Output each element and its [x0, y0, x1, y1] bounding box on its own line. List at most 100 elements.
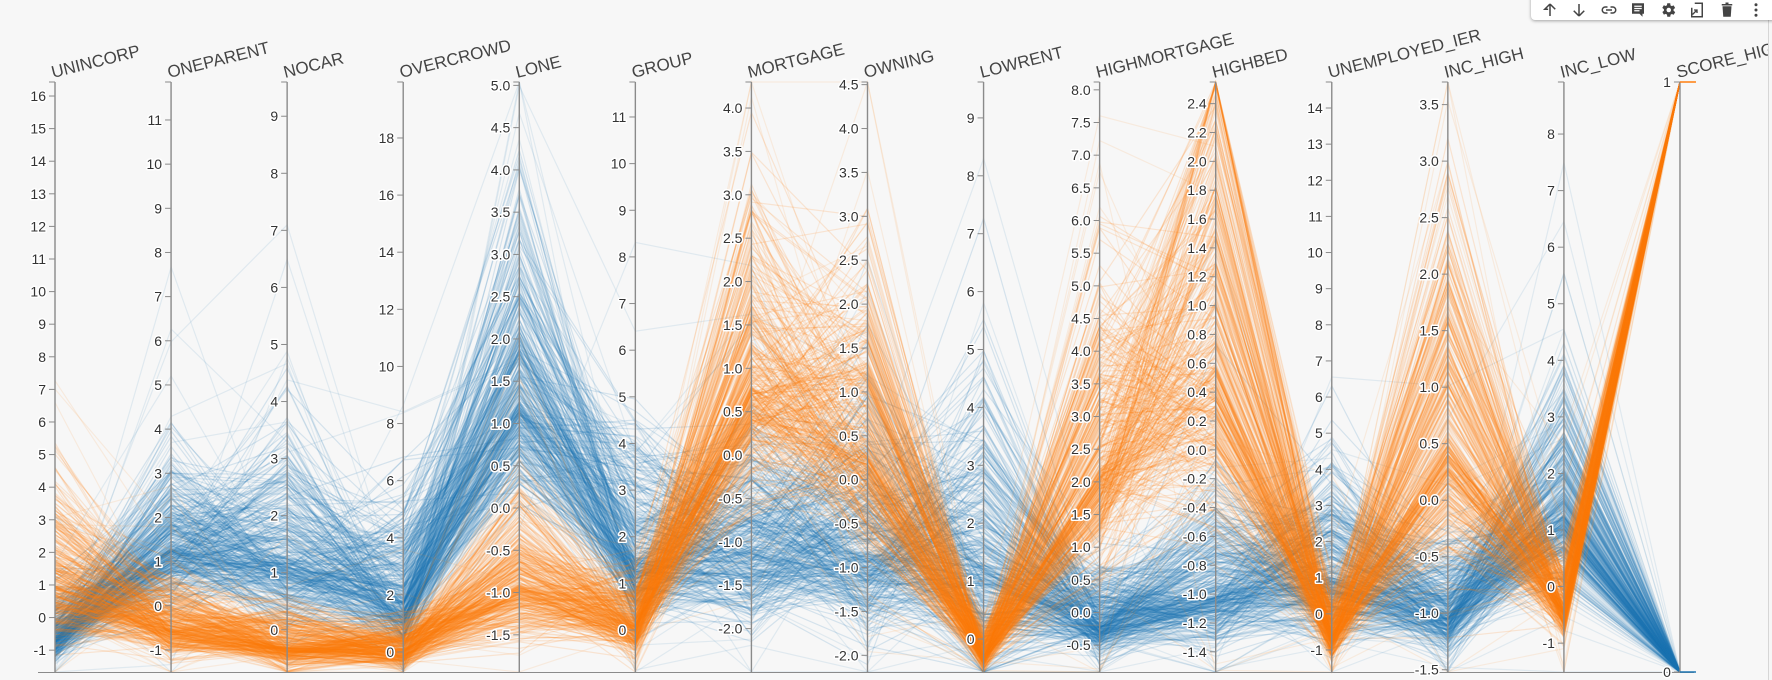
tick-label: 0.0: [839, 472, 859, 488]
tick-label: 0.4: [1187, 384, 1207, 400]
tick-label: 1: [1315, 570, 1323, 586]
tick-label: 4.0: [1071, 343, 1091, 359]
tick-label: 1.2: [1187, 269, 1207, 285]
tick-label: 0.0: [1071, 605, 1091, 621]
tick-label: 6: [1315, 389, 1323, 405]
tick-label: -1.5: [1415, 662, 1439, 678]
tick-label: 16: [30, 88, 46, 104]
move-down-button[interactable]: [1567, 0, 1591, 20]
tick-label: 3: [270, 451, 278, 467]
axis-title[interactable]: LOWRENT: [978, 43, 1065, 82]
tick-label: 2: [38, 544, 46, 560]
settings-button[interactable]: [1656, 0, 1680, 20]
tick-label: 0.0: [1187, 442, 1207, 458]
tick-label: 3.0: [1419, 153, 1439, 169]
axis-title[interactable]: OVERCROWD: [398, 36, 513, 82]
tick-label: 0: [270, 622, 278, 638]
tick-label: 1.6: [1187, 211, 1207, 227]
axis-title[interactable]: GROUP: [630, 48, 695, 82]
tick-label: 5: [619, 389, 627, 405]
tick-label: 5: [38, 447, 46, 463]
tick-label: 12: [1307, 172, 1323, 188]
export-button[interactable]: [1685, 0, 1709, 20]
tick-label: 7: [38, 381, 46, 397]
tick-label: 7: [619, 296, 627, 312]
tick-label: 2.4: [1187, 96, 1207, 112]
axis-title[interactable]: ONEPARENT: [165, 38, 271, 82]
tick-label: 4: [967, 399, 975, 415]
axis-highbed[interactable]: -1.4 -1.2 -1.0 -0.8 -0.6 -0.4 -0.2 0.0 0.2 0.4 0.6…: [1181, 45, 1290, 672]
tick-label: 2.0: [491, 331, 511, 347]
tick-label: 2: [386, 587, 394, 603]
tick-label: 0: [619, 622, 627, 638]
tick-label: 0.5: [491, 458, 511, 474]
tick-label: 3: [619, 482, 627, 498]
tick-label: 9: [38, 316, 46, 332]
axis-title[interactable]: SCORE_HIGH: [1674, 36, 1768, 82]
tick-label: 6: [1547, 239, 1555, 255]
tick-label: 5: [154, 377, 162, 393]
more-options-button[interactable]: [1744, 0, 1768, 20]
polyline-layer: [54, 79, 1681, 675]
move-up-button[interactable]: [1538, 0, 1562, 20]
tick-label: -2.0: [718, 621, 742, 637]
axis-title[interactable]: UNINCORP: [49, 42, 142, 82]
tick-label: 1.4: [1187, 240, 1207, 256]
tick-label: 3.5: [1071, 376, 1091, 392]
tick-label: 1: [1547, 522, 1555, 538]
axis-title[interactable]: NOCAR: [282, 49, 346, 82]
tick-label: 5.5: [1071, 245, 1091, 261]
axis-lone[interactable]: -1.5 -1.0 -0.5 0.0 0.5 1.0 1.5 2.0 2.5 3.0 3.5 4.0 4…: [485, 52, 564, 672]
delete-button[interactable]: [1715, 0, 1739, 20]
tick-label: 6.0: [1071, 213, 1091, 229]
tick-label: 5: [967, 341, 975, 357]
tick-label: -0.6: [1183, 528, 1207, 544]
tick-label: 4: [154, 421, 162, 437]
tick-label: 4: [1547, 352, 1555, 368]
tick-label: 4: [1315, 461, 1323, 477]
tick-label: 12: [379, 301, 395, 317]
link-button[interactable]: [1597, 0, 1621, 20]
tick-label: 8: [1315, 317, 1323, 333]
tick-label: 7: [1547, 183, 1555, 199]
tick-label: -1.0: [834, 560, 858, 576]
tick-label: 2.2: [1187, 124, 1207, 140]
tick-label: 2: [1315, 534, 1323, 550]
tick-label: 2.5: [839, 252, 859, 268]
tick-label: 8: [386, 416, 394, 432]
tick-label: 2: [154, 509, 162, 525]
gear-icon: [1662, 3, 1675, 17]
tick-label: 0: [1663, 664, 1671, 680]
axis-title[interactable]: LONE: [514, 52, 564, 82]
axis-title[interactable]: OWNING: [862, 46, 936, 82]
tick-label: 4.0: [839, 121, 859, 137]
tick-label: 14: [30, 153, 46, 169]
tick-label: 9: [270, 108, 278, 124]
tick-label: 2.0: [1419, 266, 1439, 282]
tick-label: 3.0: [723, 187, 743, 203]
tick-label: 8: [967, 168, 975, 184]
tick-label: 11: [31, 251, 46, 267]
tick-label: 3: [967, 457, 975, 473]
axis-title[interactable]: INC_LOW: [1558, 45, 1638, 82]
tick-label: 5.0: [1071, 278, 1091, 294]
tick-label: 11: [612, 109, 627, 125]
tick-label: -0.5: [1067, 637, 1091, 653]
tick-label: 4.5: [839, 77, 859, 93]
chart-toolbar: [1531, 0, 1772, 20]
axis-title[interactable]: MORTGAGE: [746, 40, 847, 82]
tick-label: -2.0: [834, 647, 858, 663]
tick-label: 1.0: [1187, 298, 1207, 314]
tick-label: 6: [619, 342, 627, 358]
tick-label: 2: [967, 515, 975, 531]
tick-label: 9: [619, 202, 627, 218]
tick-label: 1.0: [839, 384, 859, 400]
tick-label: -1.5: [486, 627, 510, 643]
tick-label: -1.0: [1415, 605, 1439, 621]
tick-label: 2.0: [1187, 153, 1207, 169]
axis-lowrent[interactable]: 0 1 2 3 4 5 6 7 8 9 LOWRENT: [965, 43, 1065, 672]
tick-label: 6.5: [1071, 180, 1091, 196]
comment-button[interactable]: [1626, 0, 1650, 20]
tick-label: 4.0: [723, 100, 743, 116]
